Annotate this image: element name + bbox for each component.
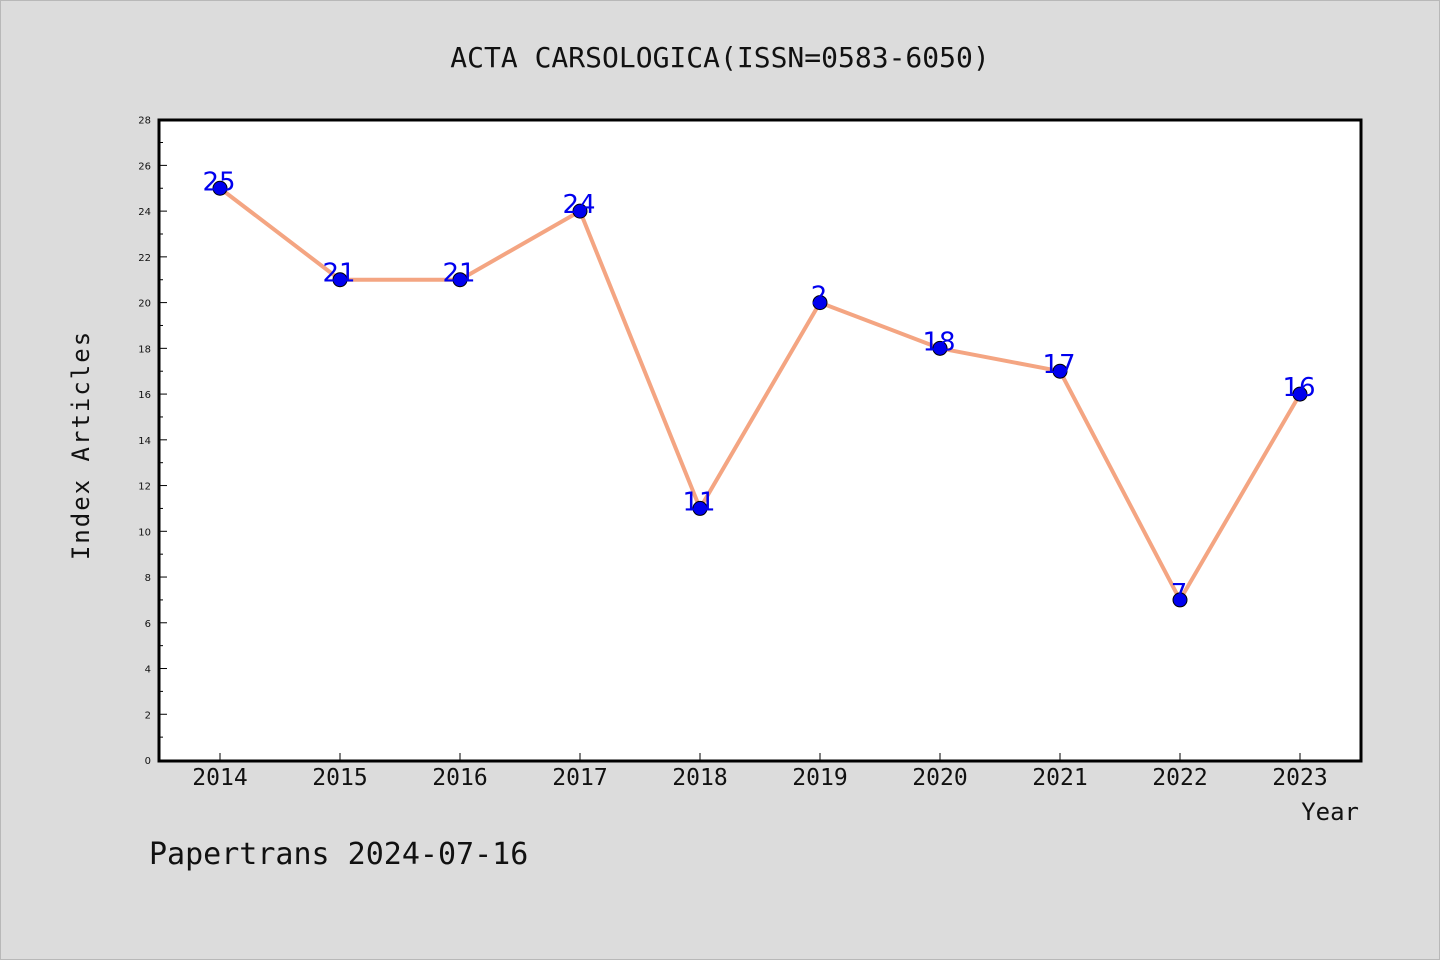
x-tick-label: 2023 xyxy=(1272,765,1327,791)
y-tick-label: 16 xyxy=(138,390,151,401)
y-tick-label: 24 xyxy=(138,207,151,218)
y-tick-label: 18 xyxy=(138,344,151,355)
data-label-2020: 18 xyxy=(922,327,955,357)
data-point-2017 xyxy=(572,203,588,219)
x-tick-label: 2014 xyxy=(192,765,247,791)
data-label-2014: 25 xyxy=(202,167,235,197)
data-point-2018 xyxy=(692,500,708,516)
data-label-2016: 21 xyxy=(442,259,475,289)
x-tick-label: 2021 xyxy=(1032,765,1087,791)
y-tick-label: 26 xyxy=(138,161,151,172)
y-tick-label: 14 xyxy=(138,436,151,447)
data-point-2022 xyxy=(1172,592,1188,608)
y-tick-label: 8 xyxy=(145,573,151,584)
x-axis: 2014 2015 2016 2017 2018 2019 2020 2021 2022 2023 xyxy=(192,753,1328,791)
x-tick-label: 2018 xyxy=(672,765,727,791)
data-label-2021: 17 xyxy=(1042,350,1075,380)
data-point-2020 xyxy=(932,340,948,356)
y-tick-label: 0 xyxy=(145,756,151,767)
data-label-2017: 24 xyxy=(562,190,595,220)
x-tick-label: 2016 xyxy=(432,765,487,791)
y-tick-label: 12 xyxy=(138,482,151,493)
series-line-group xyxy=(218,186,1302,602)
data-point-2015 xyxy=(332,272,348,288)
y-tick-label: 28 xyxy=(138,116,151,127)
x-axis-label: Year xyxy=(1301,798,1359,826)
x-tick-label: 2020 xyxy=(912,765,967,791)
y-tick-label: 4 xyxy=(145,665,151,676)
x-tick-label: 2022 xyxy=(1152,765,1207,791)
plot-area xyxy=(157,118,1363,763)
x-tick-label: 2019 xyxy=(792,765,847,791)
footer-source-date: Papertrans 2024-07-16 xyxy=(149,837,528,872)
x-tick-label: 2017 xyxy=(552,765,607,791)
data-label-2023: 16 xyxy=(1282,373,1315,403)
data-label-2019: 2 xyxy=(811,282,828,312)
data-markers xyxy=(212,180,1308,608)
x-tick-label: 2015 xyxy=(312,765,367,791)
data-point-2023 xyxy=(1292,386,1308,402)
data-label-2018: 11 xyxy=(682,487,715,517)
y-tick-label: 2 xyxy=(145,710,151,721)
data-label-2015: 21 xyxy=(322,259,355,289)
chart-title: ACTA CARSOLOGICA(ISSN=0583-6050) xyxy=(450,41,989,74)
y-tick-label: 22 xyxy=(138,253,151,264)
y-tick-label: 10 xyxy=(138,527,151,538)
data-point-2019 xyxy=(812,295,828,311)
y-tick-label: 20 xyxy=(138,299,151,310)
data-point-2021 xyxy=(1052,363,1068,379)
series-line xyxy=(218,186,1302,602)
data-label-2022: 7 xyxy=(1171,579,1188,609)
y-tick-label: 6 xyxy=(145,619,151,630)
data-point-2016 xyxy=(452,272,468,288)
data-point-2014 xyxy=(212,180,228,196)
data-labels: 25 21 21 24 11 2 18 17 7 16 xyxy=(202,167,1315,609)
y-axis-label: Index Articles xyxy=(67,330,95,560)
